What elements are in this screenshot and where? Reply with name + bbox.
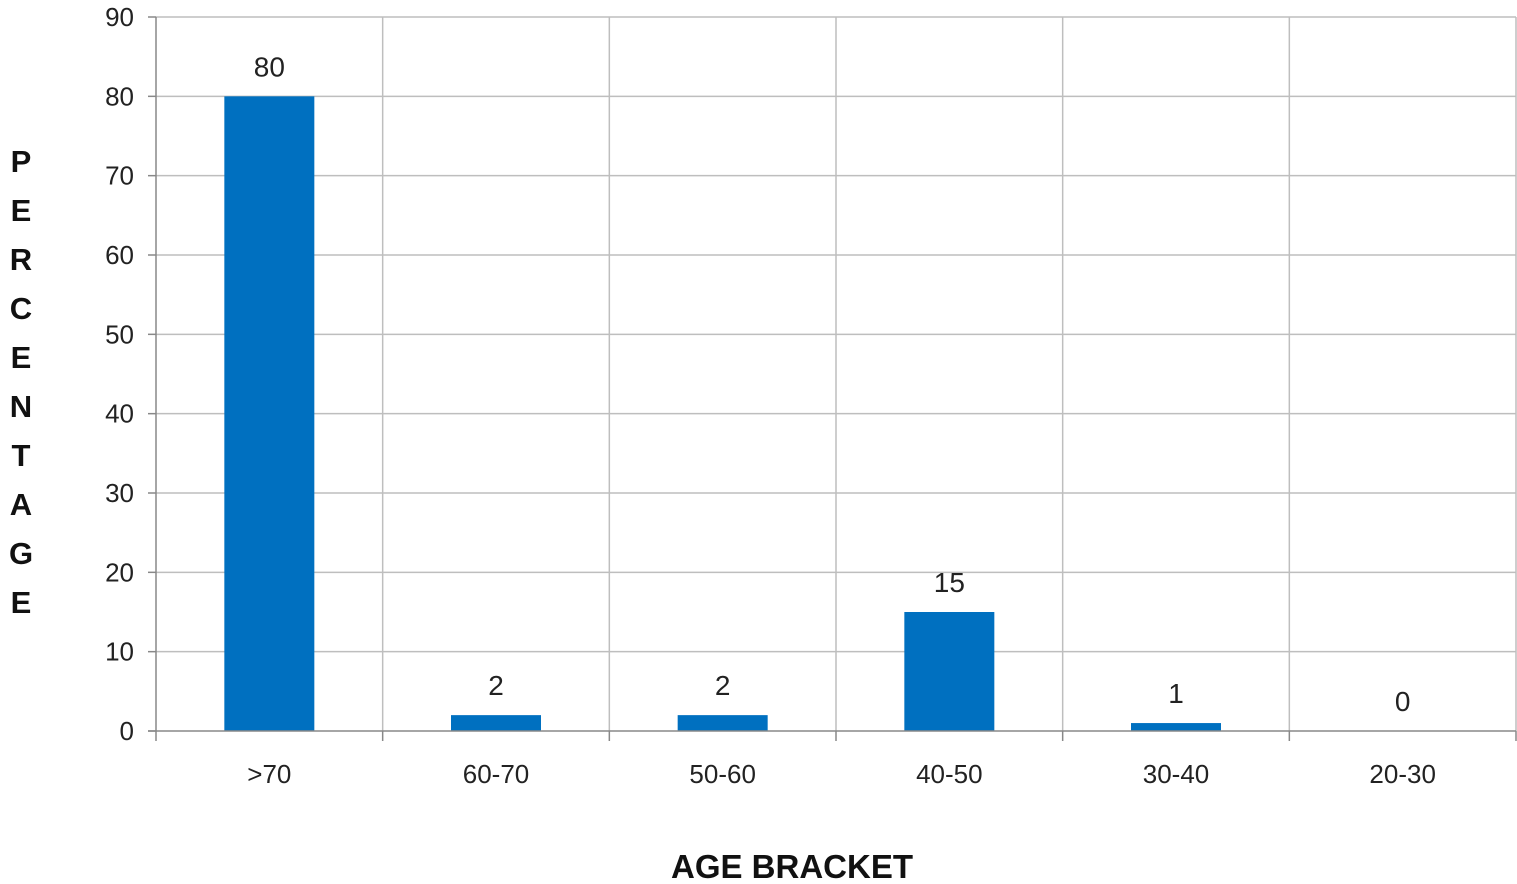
y-axis-title-letter: R [10, 242, 32, 277]
bar [451, 715, 541, 731]
bar-value-label: 2 [715, 670, 731, 701]
y-axis-title-letter: T [12, 438, 31, 473]
bar-value-label: 1 [1168, 678, 1184, 709]
x-tick-label: 20-30 [1369, 759, 1436, 789]
y-axis-title-letter: A [10, 487, 32, 522]
bar [904, 612, 995, 731]
y-axis-title-letter: E [11, 340, 32, 375]
gridlines [156, 16, 1517, 731]
x-tick-label: 50-60 [689, 759, 756, 789]
y-tick-label: 20 [105, 557, 134, 587]
y-tick-label: 60 [105, 240, 134, 270]
bar-value-label: 15 [934, 567, 965, 598]
bar-value-label: 2 [488, 670, 504, 701]
bar [224, 96, 315, 732]
x-axis-title: AGE BRACKET [671, 848, 913, 884]
y-axis-title-letter: N [10, 389, 32, 424]
y-axis-title-letter: C [10, 291, 32, 326]
y-axis-title-letter: P [11, 144, 32, 179]
x-tick-label: 30-40 [1143, 759, 1210, 789]
y-tick-label: 80 [105, 81, 134, 111]
x-tick-label: >70 [247, 759, 291, 789]
y-tick-label: 0 [120, 716, 134, 746]
bar [677, 715, 768, 731]
labels: 010203040506070809080>70260-70250-601540… [105, 2, 1436, 789]
y-tick-label: 10 [105, 637, 134, 667]
axes [148, 16, 1517, 741]
x-tick-label: 40-50 [916, 759, 983, 789]
y-tick-label: 90 [105, 2, 134, 32]
y-tick-label: 40 [105, 399, 134, 429]
y-axis-title-letter: E [11, 193, 32, 228]
bar-value-label: 0 [1395, 686, 1411, 717]
x-tick-label: 60-70 [463, 759, 530, 789]
y-tick-label: 50 [105, 319, 134, 349]
y-axis-title-letter: E [11, 585, 32, 620]
y-axis-title-letter: G [9, 536, 33, 571]
bar-value-label: 80 [254, 51, 285, 82]
y-tick-label: 70 [105, 161, 134, 191]
y-tick-label: 30 [105, 478, 134, 508]
bars [224, 96, 1221, 732]
bar [1131, 723, 1221, 731]
